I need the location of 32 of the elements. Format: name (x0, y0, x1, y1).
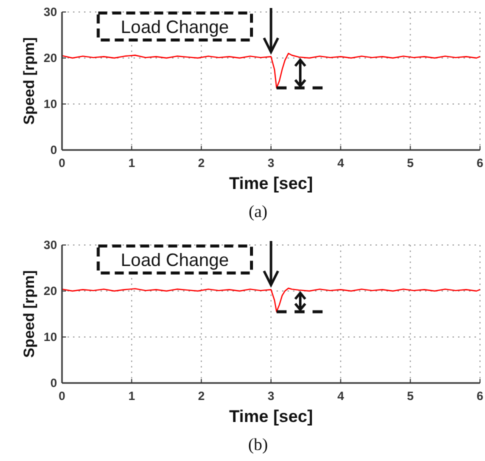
x-axis-title: Time [sec] (229, 407, 313, 426)
y-tick-label: 30 (44, 5, 58, 19)
x-tick-label: 2 (198, 156, 205, 170)
x-tick-label: 5 (406, 389, 414, 403)
x-tick-label: 4 (337, 156, 344, 170)
text: (a) (248, 202, 268, 221)
x-tick-label: 4 (337, 389, 344, 403)
line-series (61, 288, 481, 312)
line-series (61, 52, 481, 88)
y-tick-label: 10 (44, 330, 58, 344)
annotation: Load Change (120, 17, 229, 37)
x-tick-label: 3 (268, 389, 275, 403)
x-tick-label: 0 (58, 389, 66, 403)
y-tick-label: 20 (44, 284, 58, 298)
x-tick-label: 5 (406, 156, 414, 170)
text: (b) (248, 435, 268, 454)
annotation: Load Change (120, 250, 229, 270)
x-tick-label: 3 (268, 156, 275, 170)
x-tick-label: 6 (476, 389, 484, 403)
x-tick-label: 1 (128, 389, 136, 403)
y-axis-title: Speed [rpm] (21, 37, 38, 125)
y-axis-title: Speed [rpm] (21, 270, 38, 358)
x-tick-label: 0 (58, 156, 66, 170)
y-tick-label: 0 (50, 376, 58, 390)
x-tick-label: 2 (198, 389, 205, 403)
y-tick-label: 10 (44, 97, 58, 111)
y-tick-label: 30 (44, 238, 58, 252)
y-tick-label: 0 (50, 143, 58, 157)
x-tick-label: 6 (476, 156, 484, 170)
x-axis-title: Time [sec] (229, 174, 313, 193)
x-tick-label: 1 (128, 156, 136, 170)
y-tick-label: 20 (44, 51, 58, 65)
